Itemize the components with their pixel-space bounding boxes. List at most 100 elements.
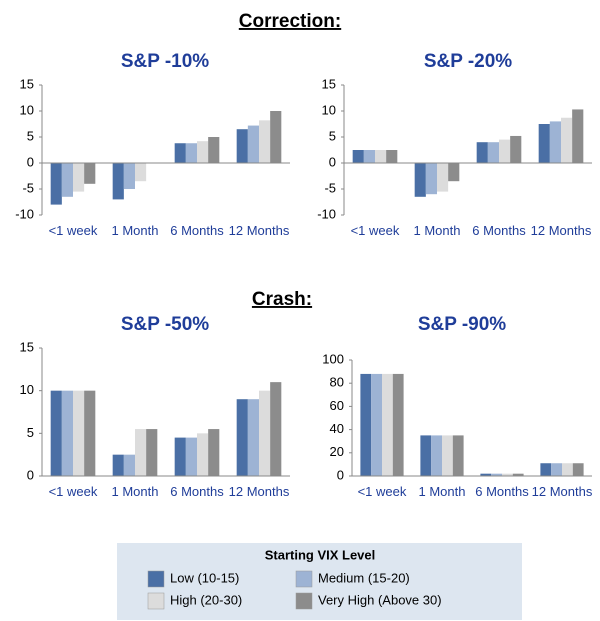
y-tick-label: 80 (330, 375, 344, 390)
bar (360, 373, 372, 476)
bar (572, 109, 584, 163)
bar (84, 390, 96, 476)
y-tick-label: 0 (27, 467, 34, 482)
bar (197, 141, 209, 163)
bar (476, 142, 488, 163)
x-tick-label: <1 week (48, 223, 98, 238)
y-tick-label: -10 (15, 206, 34, 221)
x-tick-label: 12 Months (228, 484, 290, 499)
bar (386, 150, 398, 163)
y-tick-label: 5 (329, 128, 336, 143)
bar (414, 163, 426, 197)
bar (270, 111, 282, 163)
y-tick-label: 10 (20, 102, 34, 117)
legend-title: Starting VIX Level (265, 547, 376, 562)
bar (112, 163, 124, 200)
legend-swatch (147, 592, 165, 610)
bar (146, 429, 158, 476)
y-tick-label: 0 (329, 154, 336, 169)
bar (73, 390, 85, 476)
bar (185, 143, 197, 163)
legend-label: Low (10-15) (170, 570, 239, 585)
x-tick-label-box: 12 Months (531, 223, 592, 238)
section-heading: Crash: (252, 289, 312, 310)
bar (50, 390, 62, 476)
chart-title: S&P -10% (121, 51, 209, 72)
bar (371, 373, 382, 476)
legend-label: High (20-30) (170, 592, 242, 607)
bar (247, 399, 259, 476)
y-tick-label: 10 (20, 382, 34, 397)
bar (236, 129, 248, 163)
x-tick-label: <1 week (350, 223, 400, 238)
bar (452, 435, 464, 476)
y-tick-label: 5 (27, 128, 34, 143)
x-tick-label: 1 Month (413, 223, 461, 238)
bar (487, 142, 499, 163)
chart-title: S&P -90% (418, 314, 506, 335)
y-tick-label: 0 (27, 154, 34, 169)
bar (499, 139, 511, 163)
bar (480, 473, 492, 476)
y-tick-label: 20 (330, 444, 344, 459)
bar (208, 137, 220, 163)
y-tick-label: 5 (27, 425, 34, 440)
y-tick-label: -10 (317, 206, 336, 221)
x-tick-label: 12 Months (228, 223, 290, 238)
y-tick-label: 10 (322, 102, 336, 117)
x-tick-label-box: 1 Month (418, 484, 466, 499)
bar (247, 125, 259, 163)
bar (197, 433, 209, 476)
x-tick-label-box: 6 Months (170, 223, 224, 238)
bar (420, 435, 432, 476)
y-tick-label: 0 (337, 467, 344, 482)
bar (236, 399, 248, 476)
legend-swatch (295, 592, 313, 610)
x-tick-label-box: <1 week (48, 484, 98, 499)
x-tick-label-box: 1 Month (111, 223, 159, 238)
x-tick-label-box: 6 Months (170, 484, 223, 499)
bar (382, 373, 393, 476)
bar (448, 163, 460, 182)
y-tick-label: 100 (322, 351, 344, 366)
y-tick-label: 15 (322, 76, 336, 91)
y-tick-label: -5 (22, 180, 34, 195)
legend-swatch (147, 570, 165, 588)
bar (61, 163, 73, 197)
bar (425, 163, 437, 195)
bar (538, 124, 550, 163)
x-tick-label-box: <1 week (48, 223, 98, 238)
x-tick-label-box: 12 Months (228, 223, 290, 238)
bar (510, 135, 522, 163)
bar (392, 373, 404, 476)
y-tick-label: 40 (330, 421, 344, 436)
bar (123, 454, 135, 476)
bar (185, 437, 197, 476)
bar (512, 473, 524, 476)
x-tick-label-box: 12 Months (532, 484, 593, 499)
x-tick-label: 1 Month (111, 223, 159, 238)
legend-box (117, 543, 522, 620)
x-tick-label: 1 Month (111, 484, 159, 499)
bar (437, 163, 449, 192)
bar (84, 163, 96, 184)
x-tick-label: 1 Month (418, 484, 466, 499)
bar (561, 117, 573, 163)
x-tick-label: 6 Months (472, 223, 526, 238)
x-tick-label: 6 Months (170, 223, 224, 238)
x-tick-label: <1 week (48, 484, 98, 499)
bar (502, 473, 513, 476)
bar (375, 150, 387, 163)
legend-label: Medium (15-20) (318, 570, 410, 585)
bar (259, 390, 271, 476)
bar (442, 435, 453, 476)
bar (174, 143, 186, 163)
bar (259, 120, 271, 163)
x-tick-label: <1 week (357, 484, 407, 499)
y-tick-label: -5 (324, 180, 336, 195)
bar (562, 463, 573, 476)
bar (572, 463, 584, 476)
bar (491, 473, 502, 476)
bar (50, 163, 62, 205)
